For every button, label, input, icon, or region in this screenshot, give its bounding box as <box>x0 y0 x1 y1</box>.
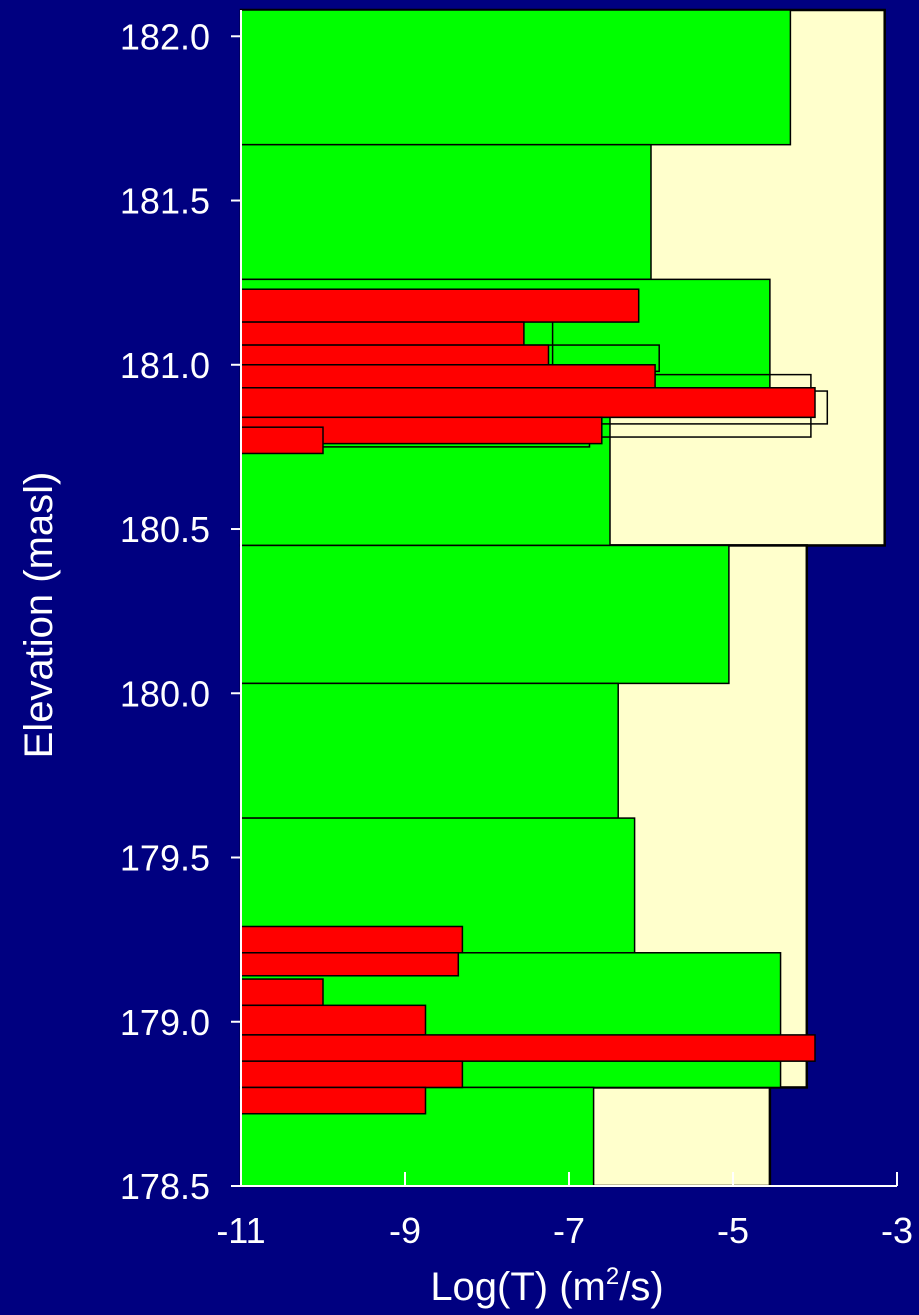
red-bar <box>240 364 656 389</box>
green-bar <box>240 682 619 819</box>
x-tick-label: -5 <box>717 1210 749 1251</box>
red-bar <box>240 1004 427 1036</box>
red-bar <box>240 978 324 1007</box>
y-tick-label: 181.0 <box>120 345 210 386</box>
red-bar <box>240 952 460 977</box>
x-tick-label: -7 <box>553 1210 585 1251</box>
red-bar <box>240 925 464 954</box>
y-tick-label: 179.0 <box>120 1002 210 1043</box>
y-tick-label: 180.0 <box>120 673 210 714</box>
x-axis-title: Log(T) (m2/s) <box>430 1263 663 1309</box>
y-tick-label: 179.5 <box>120 838 210 879</box>
x-tick-label: -11 <box>216 1210 265 1251</box>
y-tick-label: 178.5 <box>120 1166 210 1207</box>
green-bar <box>240 143 652 281</box>
x-axis-title-units-end: /s) <box>619 1265 663 1309</box>
red-bar <box>240 344 550 366</box>
y-tick-label: 180.5 <box>120 509 210 550</box>
red-bar <box>240 288 640 323</box>
y-axis-ticks: 178.5 179.0 179.5 180.0 180.5 181.0 181.5 182.0 <box>120 16 241 1207</box>
y-tick-label: 182.0 <box>120 16 210 57</box>
red-bar <box>240 426 324 455</box>
red-bar <box>240 1034 816 1062</box>
green-bar <box>240 544 730 685</box>
red-bar <box>240 1060 464 1089</box>
y-tick-label: 181.5 <box>120 181 210 222</box>
red-bar <box>240 1086 427 1115</box>
x-axis-ticks: -11 -9 -7 -5 -3 <box>216 1172 913 1251</box>
x-tick-label: -9 <box>389 1210 421 1251</box>
red-bar <box>240 387 816 419</box>
x-axis-title-superscript: 2 <box>606 1263 619 1290</box>
x-axis-title-units: (m <box>548 1265 606 1309</box>
x-axis-title-main: Log(T) <box>430 1265 548 1309</box>
green-bar <box>240 9 792 146</box>
y-axis-title: Elevation (masl) <box>17 472 61 759</box>
x-tick-label: -3 <box>881 1210 913 1251</box>
red-bars <box>240 288 816 1115</box>
red-bar <box>240 321 525 346</box>
